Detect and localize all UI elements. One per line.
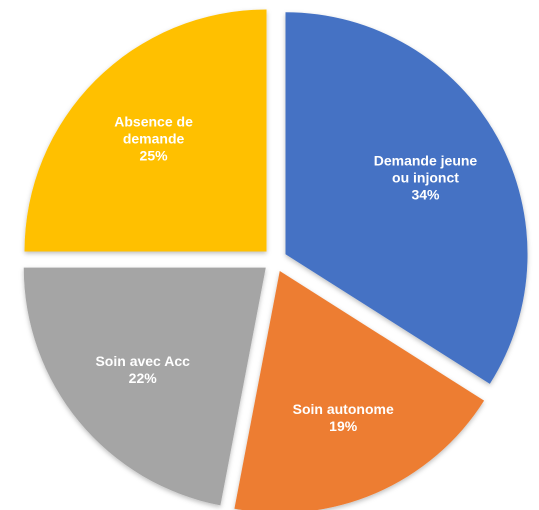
slice-percent-label: 25% (140, 148, 169, 164)
slice-percent-label: 34% (411, 186, 440, 202)
pie-slice-2 (234, 271, 485, 510)
slice-percent-label: 22% (129, 370, 158, 386)
pie-slice-1 (285, 12, 528, 384)
slice-category-label: ou injonct (392, 169, 459, 185)
pie-slices (23, 9, 528, 510)
pie-slice-label-4: Absence de demande 25% (114, 114, 193, 164)
slice-percent-label: 19% (329, 418, 358, 434)
pie-labels: Demande jeune ou injonct 34% Soin autonome 1… (95, 114, 477, 435)
slice-category-label: Absence de (114, 114, 193, 130)
pie-slice-label-2: Soin autonome 19% (293, 401, 394, 434)
pie-slice-3 (23, 267, 266, 506)
slice-category-label: Soin avec Acc (95, 353, 190, 369)
pie-slice-label-3: Soin avec Acc 22% (95, 353, 190, 386)
slice-category-label: Soin autonome (293, 401, 394, 417)
pie-slice-label-1: Demande jeune ou injonct 34% (374, 152, 478, 202)
slice-category-label: Demande jeune (374, 152, 478, 168)
pie-slice-4 (24, 9, 267, 252)
slice-category-label: demande (123, 131, 185, 147)
